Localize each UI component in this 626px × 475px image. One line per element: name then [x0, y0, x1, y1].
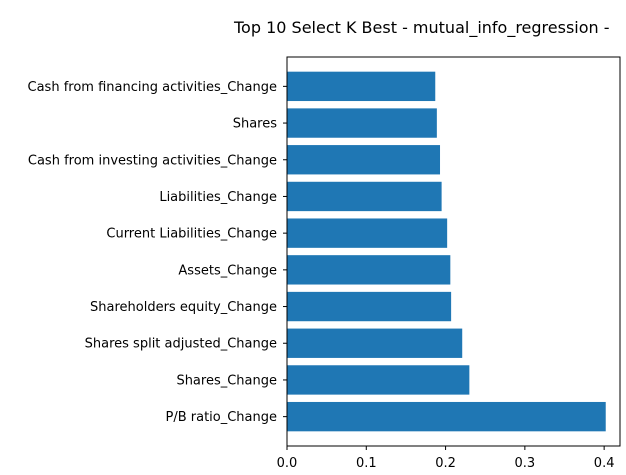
bar: [287, 71, 436, 102]
bar: [287, 255, 451, 285]
y-tick-label: Current Liabilities_Change: [106, 227, 277, 242]
x-tick-label: 0.2: [435, 456, 456, 471]
y-tick-label: Assets_Change: [178, 263, 277, 278]
y-tick-label: Cash from investing activities_Change: [28, 153, 277, 168]
bar: [287, 328, 463, 358]
axes-frame: [286, 56, 621, 447]
y-tick-labels: Cash from financing activities_Change Sha…: [28, 80, 287, 425]
bar: [287, 218, 448, 248]
x-tick-label: 0.0: [277, 456, 298, 471]
bar: [287, 145, 441, 175]
bar: [287, 108, 437, 138]
x-tick-label: 0.1: [356, 456, 377, 471]
x-tick-label: 0.3: [515, 456, 536, 471]
y-tick-label: Shares: [233, 117, 278, 132]
y-tick-label: Cash from financing activities_Change: [28, 80, 277, 95]
x-tick-label: 0.4: [594, 456, 615, 471]
y-tick-label: Shares split adjusted_Change: [85, 337, 277, 352]
y-tick-label: Shares_Change: [176, 373, 277, 388]
y-tick-label: P/B ratio_Change: [165, 410, 277, 425]
bar: [287, 181, 442, 212]
y-tick-label: Liabilities_Change: [159, 190, 277, 205]
chart-title: Top 10 Select K Best - mutual_info_regre…: [233, 18, 610, 38]
bar: [287, 291, 452, 322]
x-axis: 0.0 0.1 0.2 0.3 0.4: [277, 446, 615, 471]
bar: [287, 365, 470, 395]
y-tick-label: Shareholders equity_Change: [90, 300, 277, 315]
bar: [287, 401, 606, 432]
bars-group: [287, 71, 606, 432]
